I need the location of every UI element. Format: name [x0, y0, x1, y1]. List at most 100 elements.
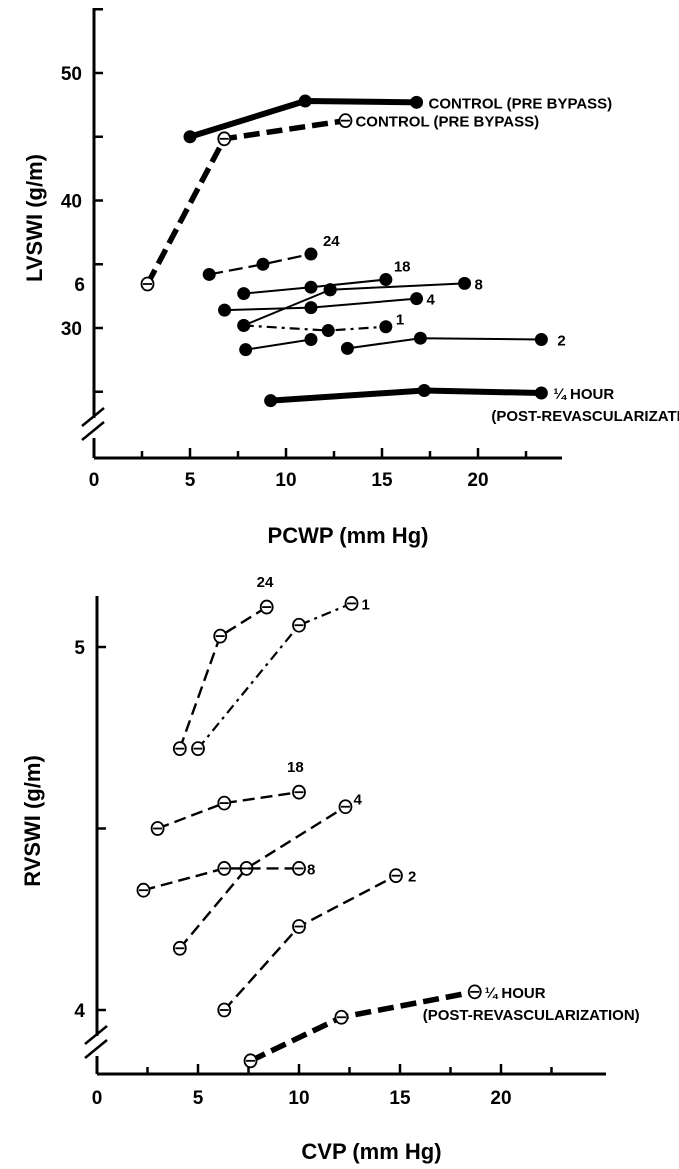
series-line — [197, 602, 352, 750]
data-point — [417, 383, 431, 397]
series-label: 1 — [396, 312, 404, 329]
data-point — [344, 596, 359, 611]
data-point — [338, 113, 353, 129]
data-point — [292, 784, 306, 800]
data-point — [237, 287, 251, 301]
y-tick-label: 30 — [61, 319, 82, 340]
series-label: CONTROL (PRE BYPASS) — [429, 95, 613, 112]
x-tick-label: 10 — [288, 1088, 309, 1109]
data-point — [140, 276, 155, 292]
series-label: 4 — [427, 292, 436, 309]
axis-break-mark — [84, 1039, 108, 1059]
lvswi-panel: 30 40 50 0 5 10 15 20 PCWP (mm Hg) LVSWI (g/m) CON… — [22, 8, 679, 548]
y-axis-label: RVSWI (g/m) — [20, 755, 45, 887]
y-tick-label: 50 — [61, 64, 82, 85]
series-label: 18 — [287, 759, 304, 776]
data-point — [389, 868, 403, 884]
x-axis-label: PCWP (mm Hg) — [268, 523, 429, 548]
data-point — [217, 861, 232, 876]
x-tick-label: 20 — [467, 470, 488, 491]
data-point — [334, 1009, 349, 1025]
series-line — [243, 288, 331, 327]
data-point — [379, 320, 393, 334]
data-point — [292, 861, 306, 876]
data-point — [304, 332, 318, 346]
y-tick-label: 4 — [74, 1001, 85, 1022]
x-tick-label: 0 — [89, 470, 100, 491]
series-line — [223, 874, 397, 1011]
series-line — [224, 297, 417, 312]
series-line — [178, 805, 347, 950]
series-line — [208, 252, 312, 276]
x-tick-label: 10 — [275, 470, 296, 491]
data-point — [321, 324, 335, 338]
series-line — [157, 791, 300, 830]
data-point — [323, 283, 337, 297]
data-point — [259, 599, 274, 615]
data-point — [213, 628, 228, 644]
data-point — [264, 394, 278, 408]
series-line — [270, 387, 542, 404]
axis-break-mark — [81, 407, 105, 427]
data-point — [534, 386, 548, 400]
data-point — [172, 940, 187, 956]
data-point — [292, 617, 306, 633]
data-point — [304, 247, 318, 261]
x-tick-label: 15 — [389, 1088, 411, 1109]
series-label: 8 — [475, 276, 483, 293]
y-tick-label: 6 — [74, 275, 85, 296]
series-label: 18 — [394, 259, 411, 276]
series-line — [249, 989, 476, 1064]
series-line — [347, 337, 542, 350]
data-point — [150, 821, 165, 836]
x-tick-label: 15 — [371, 470, 393, 491]
data-point — [136, 882, 151, 898]
data-point — [292, 919, 306, 934]
data-point — [410, 95, 424, 109]
series-line — [145, 117, 346, 286]
axis-break-mark — [84, 1025, 108, 1045]
data-point — [467, 984, 482, 1000]
x-tick-label: 0 — [92, 1088, 103, 1109]
series-label: 1 — [362, 596, 370, 613]
x-axis-label: CVP (mm Hg) — [301, 1139, 441, 1164]
y-tick-label: 40 — [61, 192, 82, 213]
data-point — [183, 130, 197, 144]
series-line — [330, 282, 465, 291]
series-label: (POST-REVASCULARIZATION) — [423, 1007, 640, 1024]
data-point — [191, 741, 205, 757]
data-point — [172, 741, 187, 757]
y-axis-label: LVSWI (g/m) — [22, 154, 47, 282]
series-label: ¼ HOUR — [485, 985, 546, 1002]
data-point — [410, 292, 424, 306]
axis-break-mark — [81, 421, 105, 441]
series-label: CONTROL (PRE BYPASS) — [355, 114, 539, 131]
series-label: 24 — [323, 233, 340, 250]
data-point — [304, 301, 318, 315]
data-point — [217, 795, 232, 811]
data-point — [534, 332, 548, 346]
series-label: 2 — [557, 332, 565, 349]
data-point — [379, 273, 393, 287]
rvswi-panel: 456705101520CVP (mm Hg)RVSWI (g/m)CONTRO… — [20, 113, 640, 1164]
x-tick-label: 5 — [185, 470, 196, 491]
series-label: 4 — [353, 792, 362, 809]
series-label: 2 — [408, 869, 416, 886]
data-point — [340, 341, 354, 355]
series-label: ¼ HOUR — [553, 386, 614, 403]
series-label: (POST-REVASCULARIZATION) — [491, 408, 679, 425]
y-tick-label: 5 — [74, 638, 85, 659]
series-line — [245, 338, 312, 351]
data-point — [202, 267, 216, 281]
data-point — [237, 318, 251, 332]
data-point — [217, 131, 232, 147]
data-point — [239, 343, 253, 357]
data-point — [218, 303, 232, 317]
data-point — [243, 1053, 258, 1069]
data-point — [256, 257, 270, 271]
data-point — [304, 280, 318, 294]
data-point — [338, 799, 353, 815]
series-label: 24 — [257, 574, 274, 591]
series-label: 8 — [307, 861, 315, 878]
